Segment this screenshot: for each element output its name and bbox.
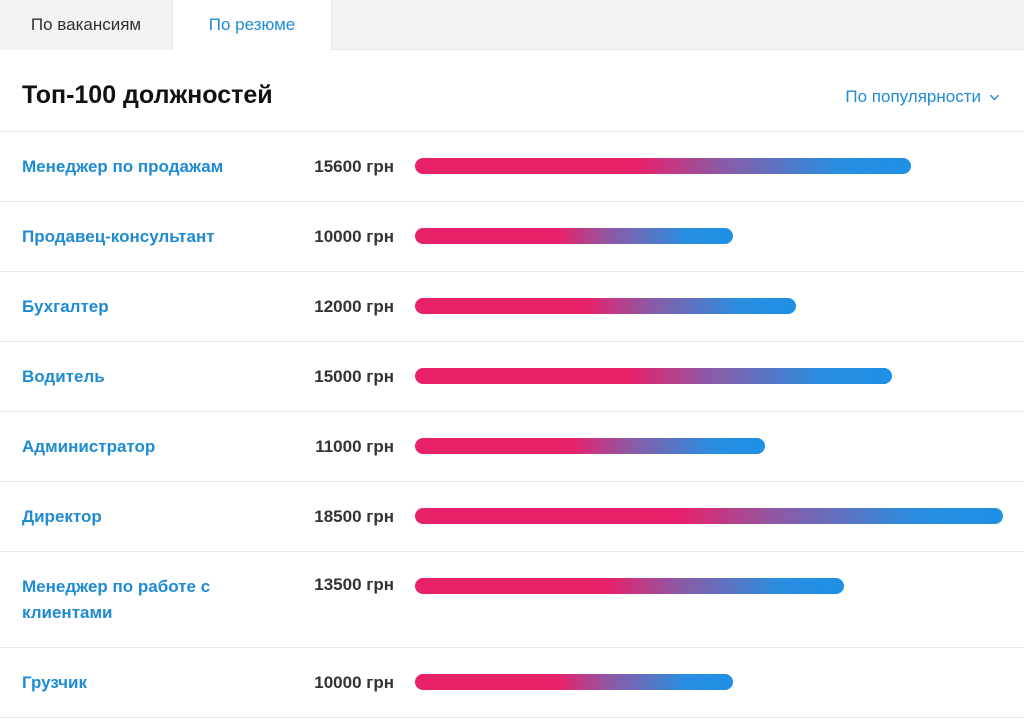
tab-vacancies[interactable]: По вакансиям [0, 0, 172, 50]
chevron-down-icon [990, 94, 999, 100]
salary-bar [415, 368, 892, 384]
tab-resumes[interactable]: По резюме [172, 0, 332, 50]
table-row: Администратор 11000 грн [0, 412, 1024, 482]
job-title-link[interactable]: Бухгалтер [22, 297, 109, 316]
table-row: Менеджер по работе с клиентами 13500 грн [0, 552, 1024, 648]
job-title-link[interactable]: Директор [22, 507, 102, 526]
salary-bar [415, 578, 845, 594]
job-title-link[interactable]: Администратор [22, 437, 156, 456]
section-header: Топ-100 должностей По популярности [0, 50, 1024, 132]
table-row: Продавец-консультант 10000 грн [0, 202, 1024, 272]
salary-bar [415, 158, 911, 174]
table-row: Менеджер по продажам 15600 грн [0, 132, 1024, 202]
job-title-link[interactable]: Менеджер по продажам [22, 157, 224, 176]
salary-label: 15000 грн [314, 367, 394, 386]
salary-label: 18500 грн [314, 507, 394, 526]
salary-label: 10000 грн [314, 227, 394, 246]
salary-label: 13500 грн [314, 575, 394, 594]
salary-label: 11000 грн [315, 437, 394, 456]
salary-label: 10000 грн [314, 673, 394, 692]
salary-bar [415, 508, 1003, 524]
salary-bar [415, 438, 765, 454]
salary-label: 15600 грн [314, 157, 394, 176]
tab-vacancies-label: По вакансиям [30, 15, 142, 34]
table-row: Грузчик 10000 грн [0, 648, 1024, 718]
salary-label: 12000 грн [314, 297, 394, 316]
salary-bar [415, 298, 797, 314]
sort-dropdown[interactable]: По популярности [845, 87, 1000, 107]
salary-bar [415, 674, 733, 690]
job-title-link[interactable]: Грузчик [22, 673, 88, 692]
salary-bar [415, 228, 733, 244]
table-row: Водитель 15000 грн [0, 342, 1024, 412]
table-row: Директор 18500 грн [0, 482, 1024, 552]
page-title: Топ-100 должностей [22, 81, 273, 109]
table-row: Бухгалтер 12000 грн [0, 272, 1024, 342]
tab-resumes-label: По резюме [208, 15, 296, 34]
job-title-link[interactable]: Продавец-консультант [22, 227, 215, 246]
sort-dropdown-label: По популярности [845, 87, 981, 106]
tab-bar: По вакансиям По резюме [0, 0, 1024, 50]
job-title-link[interactable]: Водитель [22, 367, 105, 386]
job-title-link[interactable]: Менеджер по работе с клиентами [22, 577, 211, 622]
